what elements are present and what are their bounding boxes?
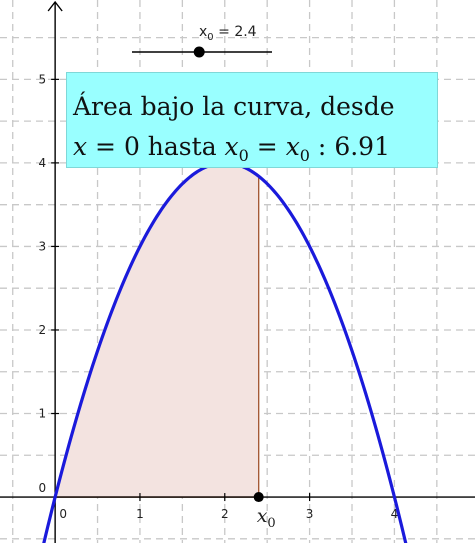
slider-label: x0 = 2.4 <box>199 24 257 43</box>
y-tick-label: 4 <box>38 156 46 170</box>
area-region <box>55 162 259 498</box>
y-tick-label: 2 <box>38 323 46 337</box>
x-axis-ticks: 012345 <box>59 493 399 521</box>
y-tick-label: 5 <box>38 72 46 86</box>
y-tick-label-zero: 0 <box>38 481 46 495</box>
slider-x0[interactable]: x0 = 2.4 <box>132 24 272 58</box>
x-tick-label: 3 <box>306 507 314 521</box>
x-tick-label: 4 <box>391 507 399 521</box>
x0-point-label: x0 <box>257 505 276 531</box>
x0-point[interactable] <box>253 492 264 503</box>
y-tick-label: 3 <box>38 239 46 253</box>
y-axis-ticks: 1 2 3 4 5 0 <box>38 72 60 495</box>
y-tick-label: 1 <box>38 407 46 421</box>
slider-handle[interactable] <box>193 46 205 58</box>
y-axis-arrow <box>47 0 63 12</box>
x-tick-label: 1 <box>136 507 144 521</box>
x-tick-label: 2 <box>221 507 229 521</box>
area-value: 6.91 <box>334 132 390 161</box>
area-info-line2: x = 0 hasta x0 = x0 : 6.91 <box>73 132 390 165</box>
area-info-line1: Área bajo la curva, desde <box>73 92 395 121</box>
area-info-box: Área bajo la curva, desde x = 0 hasta x0… <box>66 72 438 168</box>
x-tick-label: 0 <box>59 507 67 521</box>
